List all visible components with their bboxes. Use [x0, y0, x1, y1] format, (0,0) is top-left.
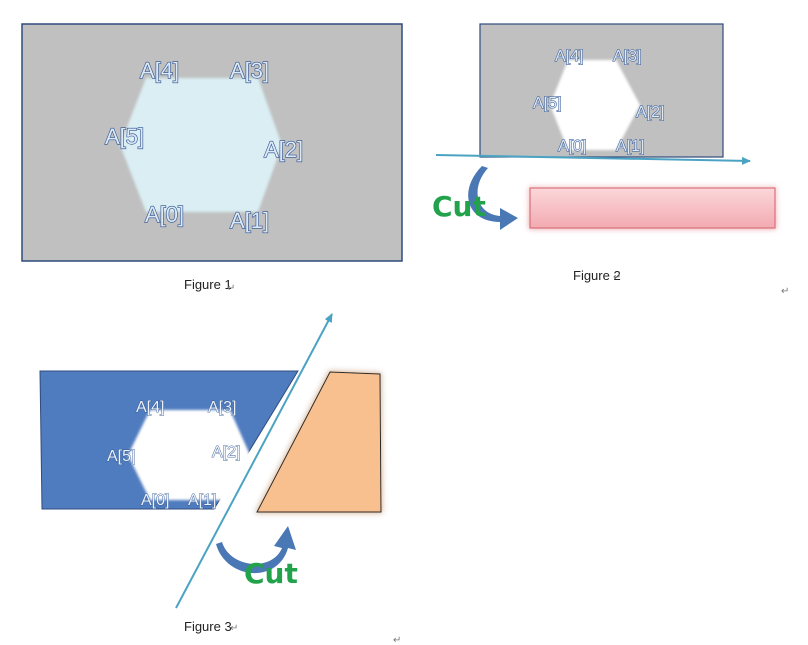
figure-2: A[4] A[3] A[5] A[2] A[0] A[1] Cut Figure…: [432, 23, 789, 297]
figure-1-hexagon-hole: [120, 78, 282, 212]
figure-3-label-a0: A[0]: [141, 492, 169, 509]
figure-1-label-a4: A[4]: [140, 58, 179, 83]
figure-1-label-a0: A[0]: [145, 202, 184, 227]
paragraph-mark: ↵: [393, 635, 401, 645]
figure-1-label-a5: A[5]: [105, 124, 144, 149]
figure-1-label-a1: A[1]: [230, 208, 269, 233]
figure-3: A[4] A[3] A[5] A[2] A[0] A[1] Cut Figure…: [39, 313, 401, 645]
figure-3-label-a4: A[4]: [136, 399, 164, 416]
figure-3-label-a2: A[2]: [212, 444, 240, 461]
figure-3-cut-line: [175, 313, 333, 609]
figure-2-label-a3: A[3]: [613, 48, 641, 65]
figure-3-hexagon-hole: [128, 410, 250, 500]
figure-1-label-a2: A[2]: [264, 137, 303, 162]
figure-2-cut-label: Cut: [432, 190, 486, 223]
figure-1-label-a3: A[3]: [230, 58, 269, 83]
figure-2-label-a1: A[1]: [616, 138, 644, 155]
paragraph-mark: ↵: [227, 283, 235, 294]
figure-1: A[4] A[3] A[5] A[2] A[0] A[1] Figure 1 ↵: [21, 23, 403, 294]
figure-3-label-a5: A[5]: [107, 448, 135, 465]
figure-2-label-a2: A[2]: [636, 104, 664, 121]
figure-2-label-a0: A[0]: [558, 138, 586, 155]
paragraph-mark: ↵: [613, 272, 621, 283]
figure-2-hexagon-hole: [550, 60, 640, 150]
figure-2-cut-piece: [529, 187, 776, 229]
figure-1-caption: Figure 1: [184, 277, 232, 292]
figure-2-cut-line: [435, 154, 751, 165]
figure-3-label-a3: A[3]: [208, 399, 236, 416]
figure-3-caption: Figure 3: [184, 619, 232, 634]
figure-3-cut-label: Cut: [244, 557, 298, 590]
figure-2-caption: Figure 2: [573, 268, 621, 283]
paragraph-mark: ↵: [230, 623, 238, 634]
figure-3-curved-arrow-icon: [216, 526, 296, 574]
figure-2-label-a4: A[4]: [555, 48, 583, 65]
figure-2-label-a5: A[5]: [533, 95, 561, 112]
paragraph-mark: ↵: [781, 286, 789, 297]
figure-2-curved-arrow-icon: [468, 166, 518, 230]
figure-3-label-a1: A[1]: [188, 492, 216, 509]
figure-3-cut-piece: [256, 371, 382, 513]
